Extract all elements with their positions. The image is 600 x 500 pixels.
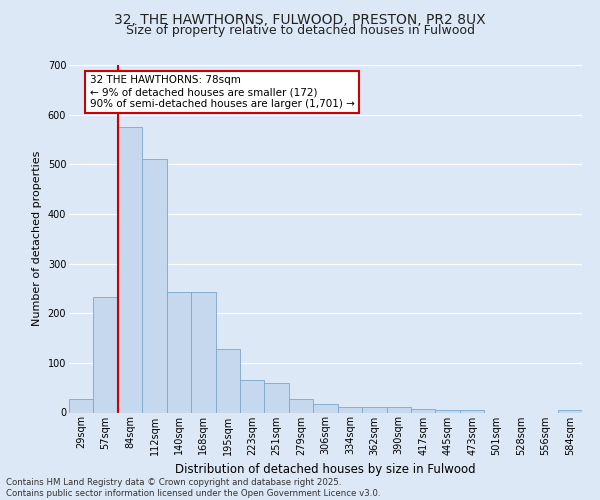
X-axis label: Distribution of detached houses by size in Fulwood: Distribution of detached houses by size … (175, 463, 476, 476)
Text: Contains HM Land Registry data © Crown copyright and database right 2025.
Contai: Contains HM Land Registry data © Crown c… (6, 478, 380, 498)
Bar (460, 410, 484, 412)
Bar (436, 410, 460, 412)
Text: 32, THE HAWTHORNS, FULWOOD, PRESTON, PR2 8UX: 32, THE HAWTHORNS, FULWOOD, PRESTON, PR2… (114, 12, 486, 26)
Bar (386, 406, 411, 412)
Bar (289, 398, 313, 412)
Bar (191, 292, 215, 412)
Bar (167, 292, 191, 412)
Bar (362, 406, 386, 412)
Text: 32 THE HAWTHORNS: 78sqm
← 9% of detached houses are smaller (172)
90% of semi-de: 32 THE HAWTHORNS: 78sqm ← 9% of detached… (89, 76, 355, 108)
Bar (338, 406, 362, 412)
Bar (557, 410, 582, 412)
Bar (313, 404, 338, 412)
Bar (118, 127, 142, 412)
Y-axis label: Number of detached properties: Number of detached properties (32, 151, 42, 326)
Bar (411, 409, 436, 412)
Bar (215, 349, 240, 412)
Bar (69, 398, 94, 412)
Bar (94, 298, 118, 412)
Bar (265, 382, 289, 412)
Bar (142, 160, 167, 412)
Bar (240, 380, 265, 412)
Text: Size of property relative to detached houses in Fulwood: Size of property relative to detached ho… (125, 24, 475, 37)
